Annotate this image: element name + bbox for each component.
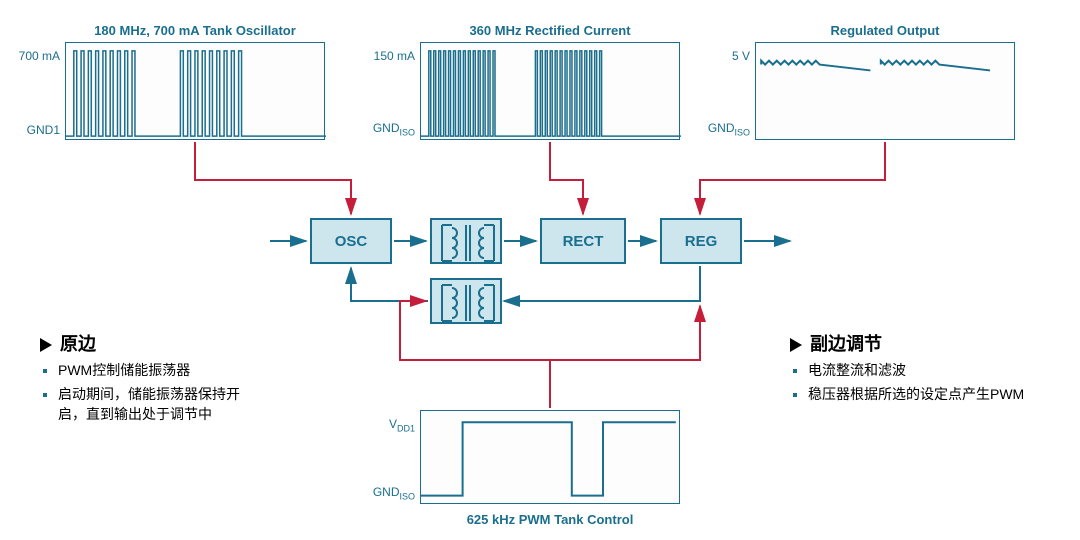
secondary-side-heading: 副边调节	[790, 330, 1045, 356]
block-osc: OSC	[310, 218, 392, 264]
triangle-bullet-icon	[790, 338, 802, 352]
bullet-item: 启动期间，储能振荡器保持开启，直到输出处于调节中	[58, 384, 265, 424]
block-reg: REG	[660, 218, 742, 264]
primary-side-heading-text: 原边	[60, 334, 96, 354]
y-label-bottom: GND1	[27, 123, 66, 137]
y-label-bottom: GNDISO	[373, 121, 421, 137]
waveform-pwm	[421, 411, 681, 505]
transformer-icon	[432, 280, 504, 326]
scope-title: 625 kHz PWM Tank Control	[421, 512, 679, 527]
block-rect: RECT	[540, 218, 626, 264]
block-reg-label: REG	[685, 233, 718, 250]
bullet-item: 电流整流和滤波	[808, 360, 1045, 380]
primary-side-panel: 原边 PWM控制储能振荡器启动期间，储能振荡器保持开启，直到输出处于调节中	[40, 330, 265, 428]
triangle-bullet-icon	[40, 338, 52, 352]
y-label-bottom: GNDISO	[708, 121, 756, 137]
primary-side-bullets: PWM控制储能振荡器启动期间，储能振荡器保持开启，直到输出处于调节中	[40, 360, 265, 424]
waveform-rect	[421, 43, 681, 141]
transformer-icon	[432, 220, 504, 266]
scope-title: 360 MHz Rectified Current	[421, 23, 679, 38]
secondary-side-heading-text: 副边调节	[810, 334, 882, 354]
bullet-item: PWM控制储能振荡器	[58, 360, 265, 380]
y-label-top: VDD1	[389, 417, 421, 433]
primary-side-heading: 原边	[40, 330, 265, 356]
secondary-side-panel: 副边调节 电流整流和滤波稳压器根据所选的设定点产生PWM	[790, 330, 1045, 408]
scope-tank-oscillator: 180 MHz, 700 mA Tank Oscillator 700 mA G…	[65, 42, 325, 140]
block-rect-label: RECT	[563, 233, 604, 250]
scope-pwm-control: 625 kHz PWM Tank Control VDD1 GNDISO	[420, 410, 680, 504]
y-label-top: 150 mA	[374, 49, 421, 63]
bullet-item: 稳压器根据所选的设定点产生PWM	[808, 384, 1045, 404]
scope-rectified-current: 360 MHz Rectified Current 150 mA GNDISO	[420, 42, 680, 140]
waveform-osc	[66, 43, 326, 141]
scope-regulated-output: Regulated Output 5 V GNDISO	[755, 42, 1015, 140]
block-transformer-top	[430, 218, 502, 264]
y-label-top: 700 mA	[19, 49, 66, 63]
y-label-bottom: GNDISO	[373, 485, 421, 501]
y-label-top: 5 V	[732, 49, 756, 63]
block-transformer-bottom	[430, 278, 502, 324]
waveform-reg	[756, 43, 1016, 141]
secondary-side-bullets: 电流整流和滤波稳压器根据所选的设定点产生PWM	[790, 360, 1045, 404]
scope-title: 180 MHz, 700 mA Tank Oscillator	[66, 23, 324, 38]
scope-title: Regulated Output	[756, 23, 1014, 38]
block-osc-label: OSC	[335, 233, 368, 250]
